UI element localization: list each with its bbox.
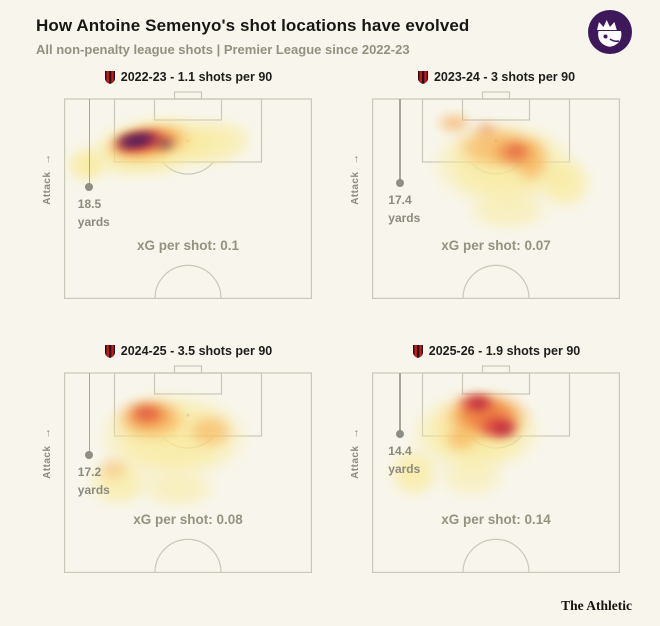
attack-text: Attack (350, 445, 361, 479)
distance-marker-dot (395, 179, 404, 187)
distance-label: 14.4 yards (388, 442, 420, 478)
pitch: 17.2 yards xG per shot: 0.08 Attack → (41, 365, 312, 573)
panel-header: 2022-23 - 1.1 shots per 90 (64, 69, 312, 85)
distance-marker-line (88, 373, 91, 455)
panel-title: 2025-26 - 1.9 shots per 90 (428, 344, 581, 358)
attack-arrow-icon: → (41, 153, 53, 165)
the-athletic-wordmark: The Athletic (561, 598, 632, 613)
attack-text: Attack (42, 445, 53, 479)
pitch: 18.5 yards xG per shot: 0.1 Attack → (41, 91, 312, 299)
season-panel-2022-23: 2022-23 - 1.1 shots per 90 (36, 69, 316, 299)
distance-label: 17.2 yards (78, 463, 110, 499)
panel-title: 2022-23 - 1.1 shots per 90 (120, 70, 273, 84)
club-crest-icon (104, 71, 115, 84)
attack-arrow-icon: → (349, 153, 361, 165)
season-panel-2023-24: 2023-24 - 3 shots per 90 (344, 69, 624, 299)
distance-marker-dot (395, 430, 404, 438)
distance-marker-dot (85, 451, 94, 459)
graphic-header: How Antoine Semenyo's shot locations hav… (0, 0, 660, 57)
panel-title: 2024-25 - 3.5 shots per 90 (120, 344, 273, 358)
season-panel-2025-26: 2025-26 - 1.9 shots per 90 (344, 343, 624, 573)
distance-marker-dot (85, 183, 94, 191)
club-crest-icon (412, 345, 423, 358)
club-crest-icon (104, 345, 115, 358)
pitch: 14.4 yards xG per shot: 0.14 Attack → (349, 365, 620, 573)
attack-arrow-icon: → (41, 427, 53, 439)
distance-marker-line (88, 99, 91, 187)
distance-label: 17.4 yards (388, 191, 420, 227)
distance-value: 17.4 (388, 193, 412, 207)
distance-value: 14.4 (388, 444, 412, 458)
distance-unit: yards (77, 215, 110, 229)
distance-marker-line (399, 373, 401, 434)
season-panel-2024-25: 2024-25 - 3.5 shots per 90 (36, 343, 316, 573)
premier-league-logo-icon (588, 10, 632, 54)
attack-arrow-icon: → (349, 427, 361, 439)
distance-label: 18.5 yards (78, 195, 110, 231)
panel-title: 2023-24 - 3 shots per 90 (433, 70, 576, 84)
attack-direction-label: Attack → (349, 413, 361, 493)
attack-direction-label: Attack → (41, 413, 53, 493)
distance-unit: yards (77, 483, 110, 497)
xg-label: xG per shot: 0.1 (136, 238, 240, 253)
distance-unit: yards (388, 211, 421, 225)
pitch: 17.4 yards xG per shot: 0.07 Attack → (349, 91, 620, 299)
distance-unit: yards (388, 462, 421, 476)
attack-text: Attack (350, 171, 361, 205)
distance-marker-line (399, 99, 401, 183)
xg-label: xG per shot: 0.08 (133, 512, 243, 527)
xg-label: xG per shot: 0.07 (441, 238, 551, 253)
attack-direction-label: Attack → (41, 139, 53, 219)
xg-label: xG per shot: 0.14 (441, 512, 551, 527)
panel-header: 2024-25 - 3.5 shots per 90 (64, 343, 312, 359)
attack-direction-label: Attack → (349, 139, 361, 219)
panel-header: 2023-24 - 3 shots per 90 (372, 69, 620, 85)
page-title: How Antoine Semenyo's shot locations hav… (36, 16, 470, 35)
distance-value: 18.5 (77, 197, 102, 211)
distance-value: 17.2 (77, 465, 102, 479)
panel-header: 2025-26 - 1.9 shots per 90 (372, 343, 620, 359)
page-subtitle: All non-penalty league shots | Premier L… (36, 42, 410, 57)
club-crest-icon (417, 71, 428, 84)
panels-grid: 2022-23 - 1.1 shots per 90 (0, 69, 660, 573)
attack-text: Attack (42, 171, 53, 205)
